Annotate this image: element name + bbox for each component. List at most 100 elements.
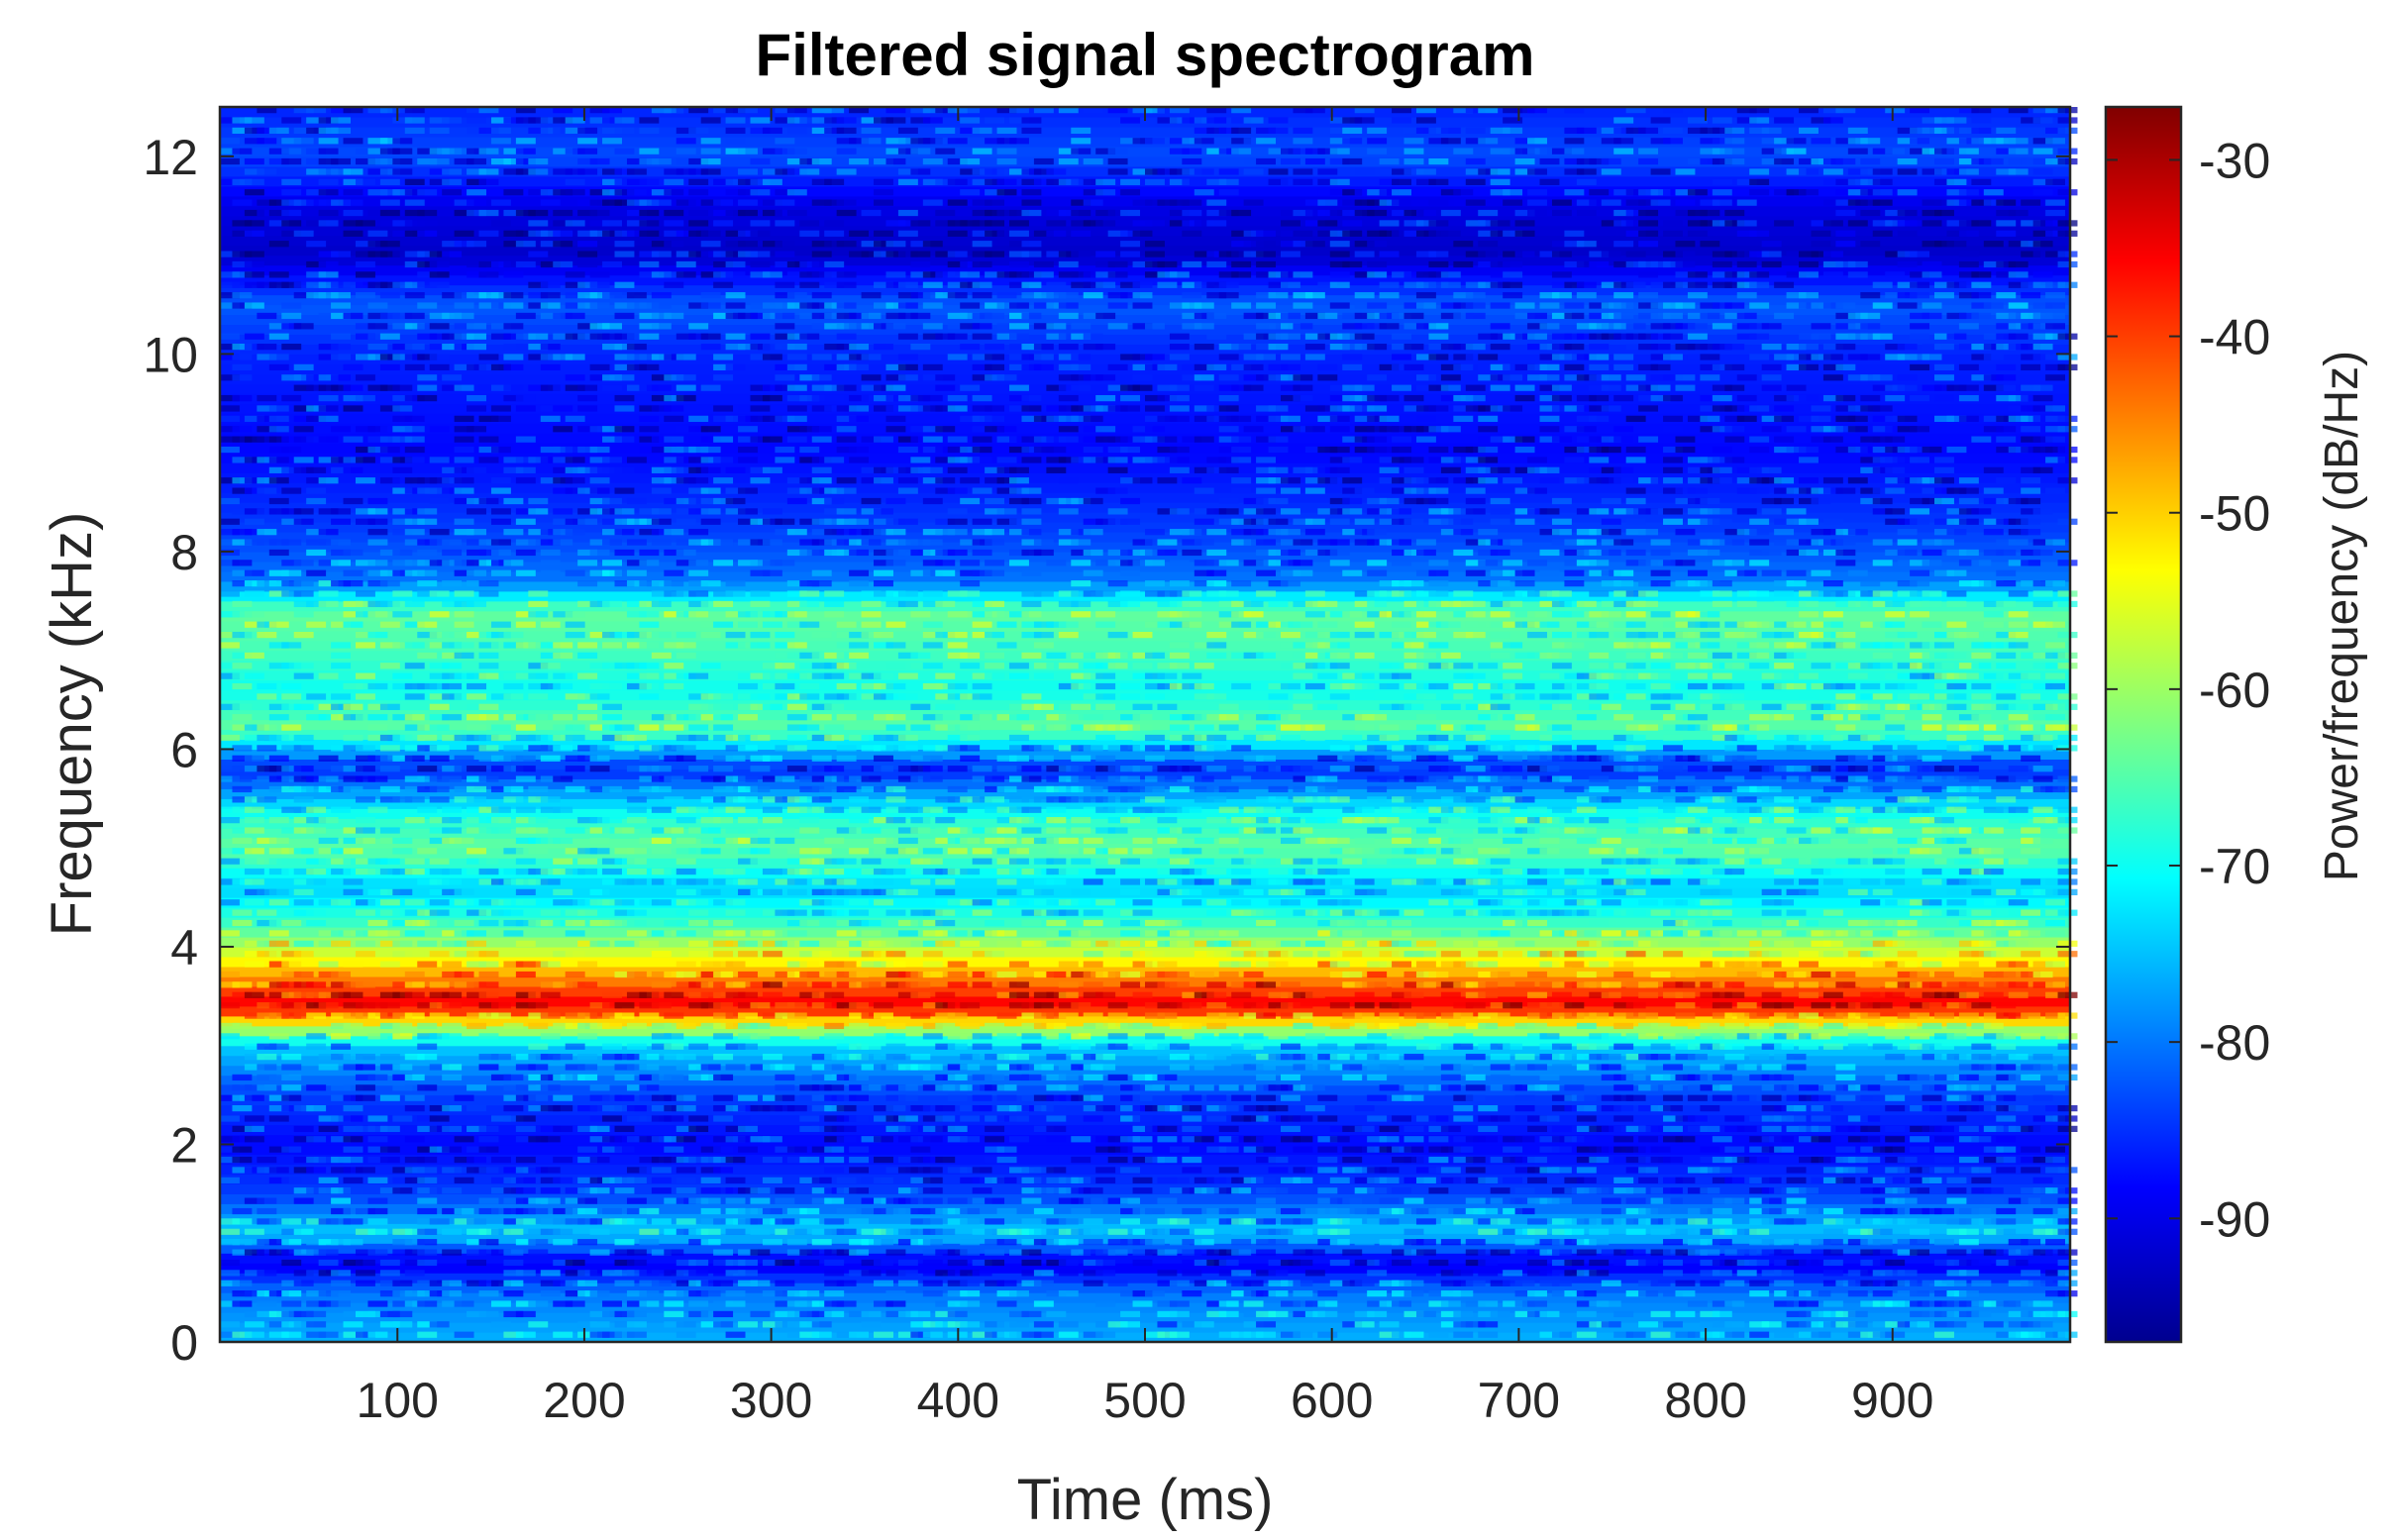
spectrogram-cell <box>318 1249 339 1256</box>
spectrogram-cell <box>293 971 314 978</box>
spectrogram-cell <box>1663 868 1683 875</box>
spectrogram-cell <box>1071 971 1092 978</box>
spectrogram-cell <box>1268 1228 1289 1235</box>
spectrogram-cell <box>1835 1167 1856 1174</box>
spectrogram-cell <box>1885 1270 1906 1277</box>
spectrogram-cell <box>1946 745 1967 752</box>
spectrogram-cell <box>1576 1331 1597 1338</box>
spectrogram-cell <box>553 1104 573 1112</box>
spectrogram-cell <box>1835 930 1856 937</box>
spectrogram-cell <box>1243 858 1264 865</box>
spectrogram-cell <box>1317 1156 1338 1164</box>
spectrogram-cell <box>540 909 561 916</box>
spectrogram-cell <box>897 837 918 845</box>
spectrogram-cell <box>874 1280 893 1286</box>
spectrogram-cell <box>1083 785 1103 793</box>
spectrogram-cell <box>1009 858 1029 865</box>
spectrogram-cell <box>1169 930 1190 937</box>
spectrogram-cell <box>700 991 721 998</box>
spectrogram-cell <box>2045 1290 2066 1297</box>
spectrogram-cell <box>2032 1177 2053 1183</box>
spectrogram-cell <box>1256 1207 1277 1215</box>
spectrogram-cell <box>1453 775 1474 782</box>
spectrogram-cell <box>467 940 486 947</box>
spectrogram-cell <box>1403 1054 1424 1061</box>
spectrogram-cell <box>1243 1218 1264 1225</box>
spectrogram-cell <box>1465 1177 1486 1183</box>
spectrogram-cell <box>1946 1002 1967 1009</box>
spectrogram-cell <box>1021 1033 1042 1040</box>
spectrogram-cell <box>1835 858 1856 865</box>
spectrogram-cell <box>985 1228 1005 1235</box>
spectrogram-cell <box>1872 775 1893 782</box>
spectrogram-cell <box>1046 775 1067 782</box>
spectrogram-cell <box>1847 1033 1868 1040</box>
spectrogram-cell <box>1392 827 1411 834</box>
spectrogram-cell <box>268 930 289 937</box>
spectrogram-cell <box>1058 745 1079 752</box>
spectrogram-cell <box>1392 1290 1411 1297</box>
spectrogram-cell <box>1354 755 1375 762</box>
frequency-band <box>220 324 2070 336</box>
spectrogram-cell <box>1453 1104 1474 1112</box>
spectrogram-cell <box>1490 1249 1510 1256</box>
spectrogram-cell <box>1712 1177 1732 1183</box>
spectrogram-cell <box>379 991 400 998</box>
spectrogram-cell <box>885 1125 906 1133</box>
spectrogram-cell <box>1934 775 1954 782</box>
frequency-band <box>220 1292 2070 1303</box>
spectrogram-cell <box>910 1136 931 1143</box>
frequency-band <box>220 749 2070 761</box>
spectrogram-cell <box>1749 806 1770 813</box>
spectrogram-cell <box>1021 745 1042 752</box>
spectrogram-cell <box>1774 734 1795 742</box>
spectrogram-cell <box>1576 827 1597 834</box>
spectrogram-cell <box>1847 1084 1868 1091</box>
spectrogram-cell <box>1910 971 1930 978</box>
spectrogram-cell <box>1860 919 1881 927</box>
spectrogram-cell <box>1835 1146 1856 1153</box>
spectrogram-cell <box>1786 1259 1807 1267</box>
spectrogram-cell <box>849 775 870 782</box>
spectrogram-cell <box>515 868 536 875</box>
spectrogram-cell <box>404 1094 425 1101</box>
spectrogram-cell <box>1354 1259 1375 1267</box>
spectrogram-cell <box>626 1321 647 1328</box>
spectrogram-cell <box>1946 1228 1967 1235</box>
spectrogram-cell <box>1033 1331 1054 1338</box>
spectrogram-cell <box>1280 827 1300 834</box>
frequency-band <box>220 1253 2070 1264</box>
spectrogram-cell <box>1514 878 1535 885</box>
spectrogram-cell <box>2008 817 2028 824</box>
spectrogram-cell <box>1095 766 1116 772</box>
spectrogram-cell <box>1157 858 1178 865</box>
spectrogram-cell <box>1083 1054 1103 1061</box>
spectrogram-cell <box>1774 899 1795 906</box>
spectrogram-cell <box>515 991 536 998</box>
spectrogram-cell <box>367 806 388 813</box>
spectrogram-cell <box>1465 796 1486 803</box>
spectrogram-cell <box>442 1146 463 1153</box>
spectrogram-cell <box>2032 1054 2053 1061</box>
spectrogram-cell <box>1293 1300 1313 1307</box>
spectrogram-cell <box>1910 981 1930 988</box>
spectrogram-cell <box>281 868 302 875</box>
spectrogram-cell <box>1625 1167 1646 1174</box>
spectrogram-cell <box>738 837 758 845</box>
spectrogram-cell <box>725 775 746 782</box>
spectrogram-cell <box>1946 1300 1967 1307</box>
spectrogram-cell <box>1910 940 1930 947</box>
spectrogram-cell <box>257 1167 277 1174</box>
spectrogram-cell <box>1415 961 1436 968</box>
spectrogram-cell <box>2032 766 2053 772</box>
spectrogram-cell <box>1613 1094 1634 1101</box>
spectrogram-cell <box>1724 796 1745 803</box>
spectrogram-cell <box>1440 1146 1461 1153</box>
spectrogram-cell <box>1885 1022 1906 1030</box>
spectrogram-cell <box>1835 1074 1856 1081</box>
spectrogram-cell <box>1280 1228 1300 1235</box>
spectrogram-cell <box>232 827 253 834</box>
spectrogram-cell <box>688 1002 709 1009</box>
spectrogram-cell <box>589 1104 610 1112</box>
spectrogram-cell <box>1835 827 1856 834</box>
